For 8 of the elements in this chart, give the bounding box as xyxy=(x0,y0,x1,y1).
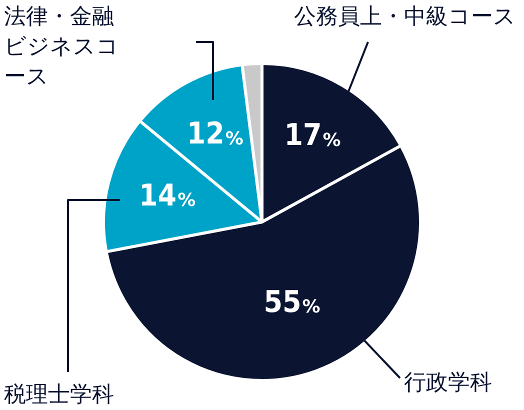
data-label: 17% xyxy=(284,118,341,154)
slice-label: 行政学科 xyxy=(404,370,492,396)
data-label: 55% xyxy=(264,284,320,320)
data-label: 14% xyxy=(139,178,196,214)
slice-label: 法律・金融ビジネスコース xyxy=(4,4,119,90)
slice-label: 税理士学科 xyxy=(4,382,114,408)
slice-label: 公務員上・中級コース xyxy=(294,4,516,30)
data-label: 12% xyxy=(186,116,244,152)
